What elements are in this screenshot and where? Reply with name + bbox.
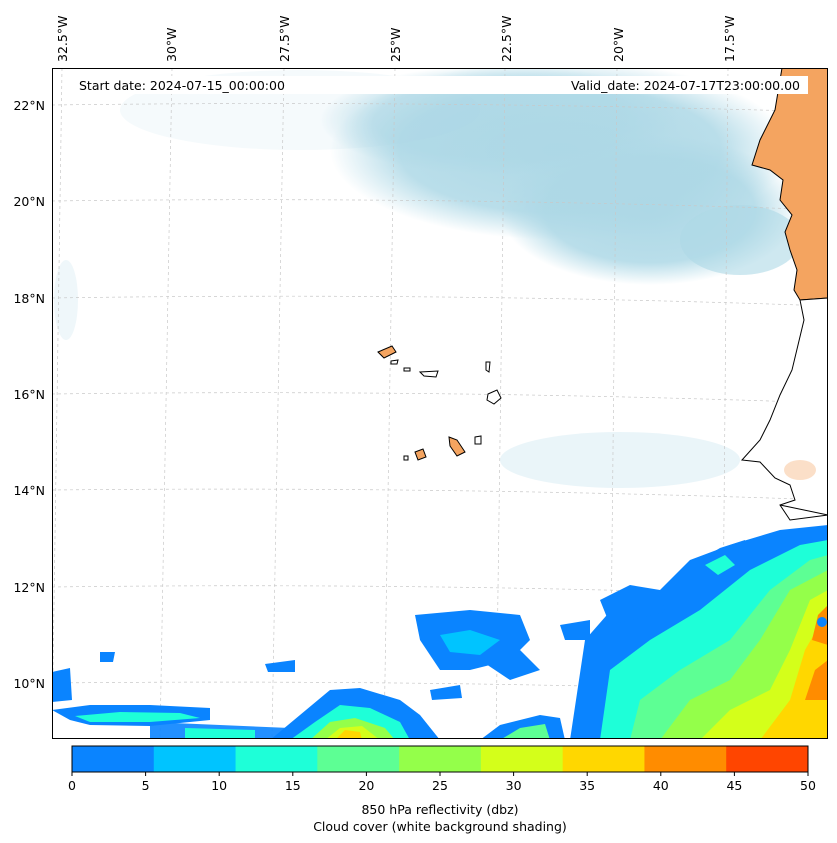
colorbar-segment [399, 746, 482, 772]
lat-label: 20°N [13, 194, 45, 209]
colorbar-tick-label: 30 [506, 778, 522, 793]
reflectivity-field [52, 525, 828, 738]
coastline-africa [740, 68, 828, 521]
colorbar-segment [562, 746, 645, 772]
lon-label: 25°W [388, 27, 403, 62]
valid-date-label: Valid_date: 2024-07-17T23:00:00.00 [571, 78, 800, 93]
longitude-labels: 32.5°W 30°W 27.5°W 25°W 22.5°W 20°W 17.5… [55, 16, 737, 62]
colorbar-label: 850 hPa reflectivity (dbz) [361, 802, 518, 817]
island-sao-nicolau [418, 370, 439, 378]
header-box [72, 76, 808, 94]
lon-label: 20°W [611, 27, 626, 62]
island-maio [474, 435, 482, 445]
lon-label: 30°W [164, 27, 179, 62]
island-fogo [414, 448, 427, 461]
lat-label: 22°N [13, 98, 45, 113]
colorbar-tick-label: 50 [800, 778, 816, 793]
lat-label: 12°N [13, 580, 45, 595]
lat-label: 18°N [13, 291, 45, 306]
lon-label: 17.5°W [722, 16, 737, 62]
island-brava [403, 455, 409, 461]
lat-label: 16°N [13, 387, 45, 402]
latitude-labels: 22°N 20°N 18°N 16°N 14°N 12°N 10°N [13, 98, 45, 691]
colorbar-tick-label: 10 [211, 778, 227, 793]
colorbar-tick-label: 45 [726, 778, 742, 793]
colorbar-tick-label: 35 [579, 778, 595, 793]
island-santa-luzia [403, 367, 411, 372]
colorbar-segment [235, 746, 318, 772]
colorbar-segment [644, 746, 727, 772]
start-date-label: Start date: 2024-07-15_00:00:00 [79, 78, 285, 93]
island-santo-antao [377, 345, 397, 359]
colorbar-segment [317, 746, 400, 772]
colorbar-tick-label: 20 [358, 778, 374, 793]
lat-label: 14°N [13, 483, 45, 498]
lon-label: 32.5°W [55, 16, 70, 62]
island-sal [485, 361, 491, 373]
colorbar-segment [480, 746, 564, 772]
colorbar-segment [726, 746, 809, 772]
colorbar-sublabel: Cloud cover (white background shading) [313, 819, 567, 834]
colorbar-tick-label: 15 [285, 778, 301, 793]
lat-label: 10°N [13, 676, 45, 691]
island-santiago [448, 436, 466, 457]
cloud-cover [54, 68, 800, 488]
map-border [52, 68, 828, 739]
colorbar-segment [72, 746, 155, 772]
colorbar-tick-label: 0 [68, 778, 76, 793]
island-sao-vicente [390, 359, 399, 365]
lon-label: 22.5°W [499, 16, 514, 62]
colorbar-segment [153, 746, 237, 772]
lon-label: 27.5°W [277, 16, 292, 62]
colorbar-tick-label: 40 [653, 778, 669, 793]
colorbar [71, 745, 809, 773]
colorbar-ticks: 0 5 10 15 20 25 30 35 40 45 50 [68, 772, 816, 793]
cape-verde-islands [377, 345, 502, 461]
colorbar-tick-label: 25 [432, 778, 448, 793]
island-boa-vista [486, 389, 502, 405]
colorbar-tick-label: 5 [142, 778, 150, 793]
